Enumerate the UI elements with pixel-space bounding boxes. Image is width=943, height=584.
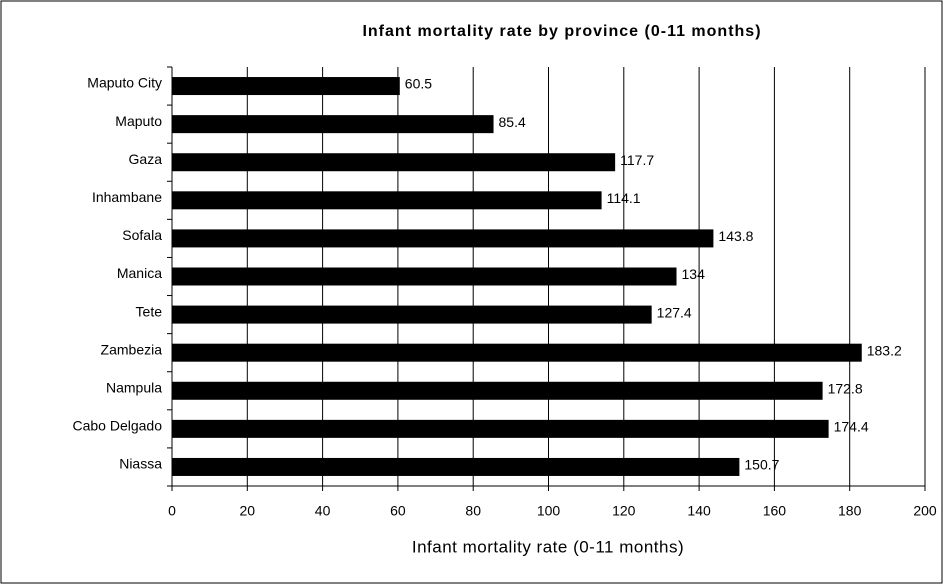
x-tick-label: 200 <box>913 503 937 519</box>
x-tick-label: 40 <box>315 503 331 519</box>
y-tick-label: Inhambane <box>92 189 162 205</box>
y-tick-label: Maputo City <box>87 75 162 91</box>
x-tick-label: 0 <box>168 503 176 519</box>
y-tick-label: Maputo <box>115 113 162 129</box>
x-tick-label: 120 <box>612 503 636 519</box>
value-label: 117.7 <box>620 152 654 168</box>
value-label: 174.4 <box>834 419 869 435</box>
bar <box>172 381 823 400</box>
x-tick-label: 160 <box>763 503 787 519</box>
value-label: 85.4 <box>499 114 526 130</box>
value-label: 114.1 <box>607 190 641 206</box>
y-tick-label: Manica <box>117 265 162 281</box>
value-label: 143.8 <box>718 228 753 244</box>
y-tick-label: Sofala <box>122 227 162 243</box>
bar <box>172 419 829 438</box>
y-tick-label: Niassa <box>119 456 162 472</box>
value-label: 172.8 <box>828 380 863 396</box>
y-tick-label: Cabo Delgado <box>72 418 162 434</box>
value-label: 150.7 <box>744 457 779 473</box>
value-label: 127.4 <box>657 304 692 320</box>
bar <box>172 343 862 362</box>
bar <box>172 267 677 286</box>
x-tick-label: 20 <box>240 503 256 519</box>
bar <box>172 229 714 248</box>
x-tick-label: 180 <box>838 503 862 519</box>
chart-title: Infant mortality rate by province (0-11 … <box>362 23 761 40</box>
y-tick-label: Nampula <box>106 379 162 395</box>
x-tick-label: 140 <box>687 503 711 519</box>
bar <box>172 153 616 172</box>
y-tick-label: Zambezia <box>101 341 163 357</box>
bar <box>172 305 652 324</box>
bar <box>172 191 602 210</box>
value-label: 183.2 <box>867 342 902 358</box>
value-label: 60.5 <box>405 76 432 92</box>
x-axis-label: Infant mortality rate (0-11 months) <box>412 537 684 556</box>
bar <box>172 115 494 134</box>
value-label: 134 <box>682 266 706 282</box>
bar <box>172 77 400 96</box>
x-tick-label: 100 <box>537 503 561 519</box>
x-tick-label: 60 <box>390 503 406 519</box>
y-tick-label: Gaza <box>129 151 163 167</box>
y-tick-label: Tete <box>136 303 163 319</box>
x-tick-label: 80 <box>465 503 481 519</box>
bar <box>172 457 740 476</box>
